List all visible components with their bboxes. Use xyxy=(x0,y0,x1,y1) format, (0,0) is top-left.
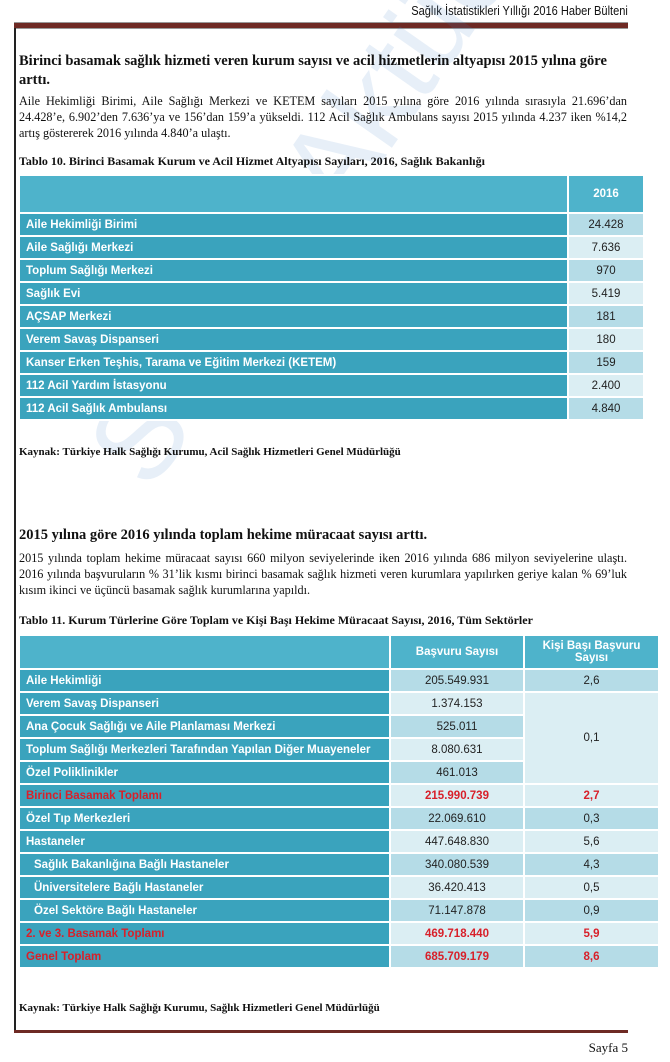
row-applications: 461.013 xyxy=(389,760,525,785)
row-applications: 36.420.413 xyxy=(389,875,525,900)
row-value: 24.428 xyxy=(567,212,645,237)
row-label: Üniversitelere Bağlı Hastaneler xyxy=(18,875,391,900)
row-label: Birinci Basamak Toplamı xyxy=(18,783,391,808)
table-row: 2. ve 3. Basamak Toplamı 469.718.440 5,9 xyxy=(18,921,660,946)
row-label: Aile Hekimliği xyxy=(18,668,391,693)
row-value: 2.400 xyxy=(567,373,645,398)
section1-body: Aile Hekimliği Birimi, Aile Sağlığı Merk… xyxy=(19,94,627,140)
table11: Başvuru Sayısı Kişi Başı Başvuru Sayısı A… xyxy=(18,634,660,969)
table11-header-per-capita: Kişi Başı Başvuru Sayısı xyxy=(523,634,660,670)
row-label: 112 Acil Yardım İstasyonu xyxy=(18,373,569,398)
table-row: Birinci Basamak Toplamı 215.990.739 2,7 xyxy=(18,783,660,808)
table-row: Toplum Sağlığı Merkezleri Tarafından Yap… xyxy=(18,737,659,762)
table10-header-blank xyxy=(18,174,569,214)
table-row: Sağlık Bakanlığına Bağlı Hastaneler 340.0… xyxy=(18,852,660,877)
row-label: Verem Savaş Dispanseri xyxy=(18,327,569,352)
table-row: Aile Hekimliği 205.549.931 2,6 xyxy=(18,668,660,693)
table-row: Sağlık Evi 5.419 xyxy=(18,281,645,306)
table-row: Özel Tıp Merkezleri 22.069.610 0,3 xyxy=(18,806,660,831)
row-per-capita: 2,7 xyxy=(523,783,660,808)
row-applications: 205.549.931 xyxy=(389,668,525,693)
row-per-capita: 0,1 xyxy=(523,691,660,785)
table10-header-2016: 2016 xyxy=(567,174,645,214)
row-label: 2. ve 3. Basamak Toplamı xyxy=(18,921,391,946)
table-row: Verem Savaş Dispanseri 180 xyxy=(18,327,645,352)
row-value: 159 xyxy=(567,350,645,375)
row-value: 5.419 xyxy=(567,281,645,306)
row-applications: 1.374.153 xyxy=(389,691,525,716)
table-row: Genel Toplam 685.709.179 8,6 xyxy=(18,944,660,969)
row-value: 970 xyxy=(567,258,645,283)
table11-source: Kaynak: Türkiye Halk Sağlığı Kurumu, Sağ… xyxy=(19,1002,380,1014)
row-label: AÇSAP Merkezi xyxy=(18,304,569,329)
table-row: Üniversitelere Bağlı Hastaneler 36.420.41… xyxy=(18,875,660,900)
row-label: Kanser Erken Teşhis, Tarama ve Eğitim Me… xyxy=(18,350,569,375)
table-row: Özel Sektöre Bağlı Hastaneler 71.147.878 0… xyxy=(18,898,660,923)
row-label: Özel Sektöre Bağlı Hastaneler xyxy=(18,898,391,923)
table-row: Aile Sağlığı Merkezi 7.636 xyxy=(18,235,645,260)
row-label: Aile Sağlığı Merkezi xyxy=(18,235,569,260)
row-label: Verem Savaş Dispanseri xyxy=(18,691,391,716)
row-applications: 71.147.878 xyxy=(389,898,525,923)
row-per-capita: 5,6 xyxy=(523,829,660,854)
row-label: Özel Tıp Merkezleri xyxy=(18,806,391,831)
left-margin-rule xyxy=(14,28,16,1030)
table10-source: Kaynak: Türkiye Halk Sağlığı Kurumu, Aci… xyxy=(19,446,401,458)
row-applications: 22.069.610 xyxy=(389,806,525,831)
table10: 2016 Aile Hekimliği Birimi 24.428 Aile Sağ… xyxy=(18,174,645,421)
row-value: 7.636 xyxy=(567,235,645,260)
section1-heading: Birinci basamak sağlık hizmeti veren kur… xyxy=(19,53,607,88)
row-per-capita: 0,9 xyxy=(523,898,660,923)
row-applications: 469.718.440 xyxy=(389,921,525,946)
row-per-capita: 8,6 xyxy=(523,944,660,969)
section2-heading: 2015 yılına göre 2016 yılında toplam hek… xyxy=(19,527,428,543)
table10-caption: Tablo 10. Birinci Basamak Kurum ve Acil … xyxy=(19,154,485,168)
running-header: Sağlık İstatistikleri Yıllığı 2016 Haber… xyxy=(411,3,628,18)
row-per-capita: 2,6 xyxy=(523,668,660,693)
row-label: Özel Poliklinikler xyxy=(18,760,391,785)
table-row: 112 Acil Yardım İstasyonu 2.400 xyxy=(18,373,645,398)
row-label: Toplum Sağlığı Merkezleri Tarafından Yap… xyxy=(18,737,391,762)
row-label: Ana Çocuk Sağlığı ve Aile Planlaması Mer… xyxy=(18,714,391,739)
row-per-capita: 0,3 xyxy=(523,806,660,831)
table-row: Ana Çocuk Sağlığı ve Aile Planlaması Mer… xyxy=(18,714,659,739)
table-row: Kanser Erken Teşhis, Tarama ve Eğitim Me… xyxy=(18,350,645,375)
row-per-capita: 0,5 xyxy=(523,875,660,900)
row-label: Sağlık Evi xyxy=(18,281,569,306)
page-number: Sayfa 5 xyxy=(588,1040,628,1055)
row-value: 180 xyxy=(567,327,645,352)
header-rule xyxy=(14,22,628,29)
row-label: Toplum Sağlığı Merkezi xyxy=(18,258,569,283)
row-value: 4.840 xyxy=(567,396,645,421)
table-row: Özel Poliklinikler 461.013 xyxy=(18,760,659,785)
row-label: Genel Toplam xyxy=(18,944,391,969)
row-label: Hastaneler xyxy=(18,829,391,854)
table-row: Aile Hekimliği Birimi 24.428 xyxy=(18,212,645,237)
row-label: 112 Acil Sağlık Ambulansı xyxy=(18,396,569,421)
row-label: Aile Hekimliği Birimi xyxy=(18,212,569,237)
row-per-capita: 4,3 xyxy=(523,852,660,877)
footer-rule xyxy=(14,1030,628,1033)
row-applications: 8.080.631 xyxy=(389,737,525,762)
row-applications: 447.648.830 xyxy=(389,829,525,854)
table11-caption: Tablo 11. Kurum Türlerine Göre Toplam ve… xyxy=(19,613,533,627)
table-row: Hastaneler 447.648.830 5,6 xyxy=(18,829,660,854)
row-label: Sağlık Bakanlığına Bağlı Hastaneler xyxy=(18,852,391,877)
row-applications: 215.990.739 xyxy=(389,783,525,808)
row-value: 181 xyxy=(567,304,645,329)
row-applications: 685.709.179 xyxy=(389,944,525,969)
row-applications: 340.080.539 xyxy=(389,852,525,877)
table-row: Toplum Sağlığı Merkezi 970 xyxy=(18,258,645,283)
table-row: 112 Acil Sağlık Ambulansı 4.840 xyxy=(18,396,645,421)
table11-header-blank xyxy=(18,634,391,670)
table-row: AÇSAP Merkezi 181 xyxy=(18,304,645,329)
section2-body: 2015 yılında toplam hekime müracaat sayı… xyxy=(19,551,627,597)
row-per-capita: 5,9 xyxy=(523,921,660,946)
row-applications: 525.011 xyxy=(389,714,525,739)
table11-header-applications: Başvuru Sayısı xyxy=(389,634,525,670)
table-row: Verem Savaş Dispanseri 1.374.153 0,1 xyxy=(18,691,660,785)
